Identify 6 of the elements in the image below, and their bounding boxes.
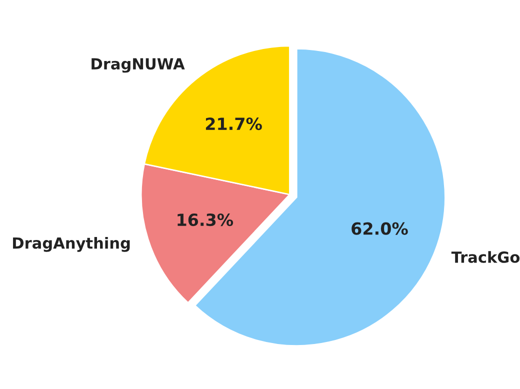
slice-label: TrackGo [451, 251, 520, 263]
slice-label: DragNUWA [92, 58, 185, 73]
slice-label: DragAnything [13, 236, 130, 252]
data-label: 16.3% [178, 213, 234, 226]
data-label: 21.7% [206, 118, 262, 130]
data-label: 62.0% [352, 222, 408, 235]
